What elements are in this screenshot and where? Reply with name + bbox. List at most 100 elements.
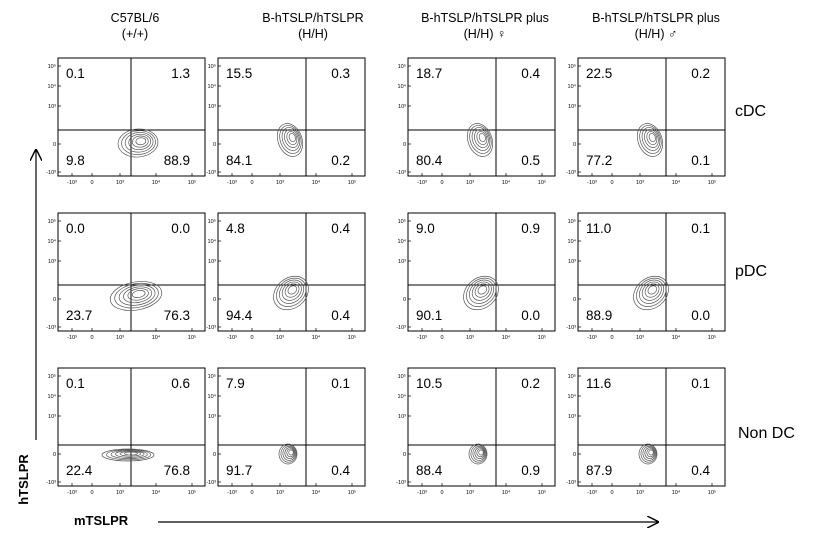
- quadrant-value-lr: 0.4: [331, 463, 350, 478]
- quadrant-value-ul: 0.1: [66, 66, 85, 81]
- column-header: B-hTSLP/hTSLPR (H/H): [223, 10, 403, 42]
- x-tick-label: 10³: [276, 180, 284, 186]
- x-tick-label: 10⁵: [348, 179, 356, 186]
- quadrant-value-ur: 0.3: [331, 66, 350, 81]
- y-tick-label: -10³: [396, 325, 406, 331]
- y-tick-label: 10⁵: [48, 63, 56, 70]
- x-tick-label: 0: [250, 335, 253, 341]
- quadrant-value-ur: 0.1: [331, 376, 350, 391]
- quadrant-value-ul: 22.5: [586, 66, 612, 81]
- y-tick-label: 10³: [398, 414, 406, 420]
- y-tick-label: 10⁵: [398, 373, 406, 380]
- quadrant-value-ll: 88.4: [416, 463, 443, 478]
- x-tick-label: 10⁴: [312, 179, 321, 186]
- contour-population: [633, 275, 669, 311]
- x-tick-label: -10³: [417, 490, 427, 496]
- y-tick-label: 10⁵: [48, 373, 56, 380]
- quadrant-value-lr: 0.9: [521, 463, 540, 478]
- x-tick-label: 10⁴: [672, 334, 681, 341]
- x-tick-label: 10⁵: [708, 334, 716, 341]
- quadrant-value-lr: 0.4: [691, 463, 710, 478]
- flow-panel: 10⁵ 10⁴ 10³ 0 -10³ -10³ 0 10³ 10⁴ 10⁵ 4.8 0.4 94.4 0.…: [206, 212, 366, 341]
- flow-panel: 10⁵ 10⁴ 10³ 0 -10³ -10³ 0 10³ 10⁴ 10⁵ 0.0 0.0 23.7 76…: [46, 212, 206, 341]
- y-tick-label: 10⁵: [398, 63, 406, 70]
- x-tick-label: 0: [610, 335, 613, 341]
- quadrant-value-ul: 10.5: [416, 376, 442, 391]
- y-tick-label: 10⁴: [48, 238, 57, 245]
- y-tick-label: 10⁴: [568, 393, 577, 400]
- x-tick-label: 0: [610, 490, 613, 496]
- column-header-line1: C57BL/6: [110, 11, 160, 25]
- column-header-line2: (+/+): [121, 27, 149, 41]
- x-tick-label: -10³: [67, 335, 77, 341]
- column-header: C57BL/6 (+/+): [45, 10, 225, 42]
- x-tick-label: 10⁴: [152, 334, 161, 341]
- y-tick-label: 10⁵: [208, 373, 216, 380]
- x-tick-label: -10³: [417, 335, 427, 341]
- quadrant-value-ul: 7.9: [226, 376, 245, 391]
- x-tick-label: 10⁴: [152, 179, 161, 186]
- quadrant-value-ul: 0.0: [66, 221, 85, 236]
- y-tick-label: 10³: [208, 259, 216, 265]
- column-header-line1: B-hTSLP/hTSLPR: [262, 11, 364, 25]
- x-tick-label: -10³: [587, 335, 597, 341]
- quadrant-value-ur: 0.2: [691, 66, 710, 81]
- x-tick-label: -10³: [67, 180, 77, 186]
- flow-panel: 10⁵ 10⁴ 10³ 0 -10³ -10³ 0 10³ 10⁴ 10⁵ 18.7 0.4 80.4 0…: [396, 57, 556, 186]
- column-header-line2: (H/H): [298, 27, 328, 41]
- y-tick-label: 0: [53, 297, 56, 303]
- quadrant-value-ll: 84.1: [226, 153, 252, 168]
- quadrant-value-ul: 11.0: [586, 221, 611, 236]
- y-tick-label: -10³: [46, 325, 56, 331]
- column-header: B-hTSLP/hTSLPR plus (H/H) ♂: [566, 10, 746, 42]
- y-tick-label: 10³: [208, 104, 216, 110]
- column-header-line2: (H/H) ♂: [634, 27, 678, 41]
- x-tick-label: 10³: [276, 335, 284, 341]
- x-axis-label: mTSLPR: [74, 513, 129, 528]
- flow-panel: 10⁵ 10⁴ 10³ 0 -10³ -10³ 0 10³ 10⁴ 10⁵ 7.9 0.1 91.7 0.…: [206, 367, 366, 496]
- x-tick-label: -10³: [67, 490, 77, 496]
- x-tick-label: -10³: [587, 490, 597, 496]
- y-tick-label: -10³: [566, 170, 576, 176]
- y-tick-label: 0: [53, 142, 56, 148]
- y-tick-label: 10⁴: [568, 238, 577, 245]
- quadrant-value-ur: 0.1: [691, 376, 710, 391]
- y-tick-label: -10³: [396, 170, 406, 176]
- quadrant-value-ul: 18.7: [416, 66, 442, 81]
- x-tick-label: 0: [440, 180, 443, 186]
- y-tick-label: 0: [213, 452, 216, 458]
- x-tick-label: 10⁵: [188, 334, 196, 341]
- contour-population: [636, 123, 664, 157]
- y-tick-label: 10³: [398, 104, 406, 110]
- flow-panel: 10⁵ 10⁴ 10³ 0 -10³ -10³ 0 10³ 10⁴ 10⁵ 0.1 1.3 9.8 88.…: [46, 57, 206, 186]
- contour-population: [101, 448, 155, 462]
- quadrant-value-lr: 76.8: [164, 463, 190, 478]
- y-tick-label: 10⁵: [48, 218, 56, 225]
- y-tick-label: -10³: [206, 170, 216, 176]
- y-tick-label: 10⁴: [398, 83, 407, 90]
- quadrant-value-ur: 0.0: [171, 221, 190, 236]
- x-tick-label: 0: [90, 180, 93, 186]
- panel-frame: [217, 212, 366, 332]
- quadrant-value-lr: 0.5: [521, 153, 540, 168]
- x-tick-label: 10⁵: [348, 489, 356, 496]
- y-tick-label: 10³: [48, 414, 56, 420]
- y-tick-label: 10³: [398, 259, 406, 265]
- panel-frame: [407, 212, 556, 332]
- x-tick-label: -10³: [227, 180, 237, 186]
- y-tick-label: 10³: [568, 414, 576, 420]
- quadrant-value-ll: 91.7: [226, 463, 252, 478]
- row-label: cDC: [735, 103, 767, 120]
- quadrant-value-ul: 4.8: [226, 221, 245, 236]
- x-tick-label: -10³: [417, 180, 427, 186]
- contour-population: [463, 275, 499, 311]
- quadrant-value-lr: 0.1: [691, 153, 710, 168]
- contour-population: [638, 443, 658, 465]
- y-tick-label: 10³: [48, 259, 56, 265]
- x-tick-label: 10⁴: [672, 489, 681, 496]
- quadrant-value-ll: 77.2: [586, 153, 612, 168]
- x-tick-label: -10³: [227, 335, 237, 341]
- y-tick-label: -10³: [206, 480, 216, 486]
- quadrant-value-ul: 15.5: [226, 66, 252, 81]
- y-tick-label: 10⁴: [398, 393, 407, 400]
